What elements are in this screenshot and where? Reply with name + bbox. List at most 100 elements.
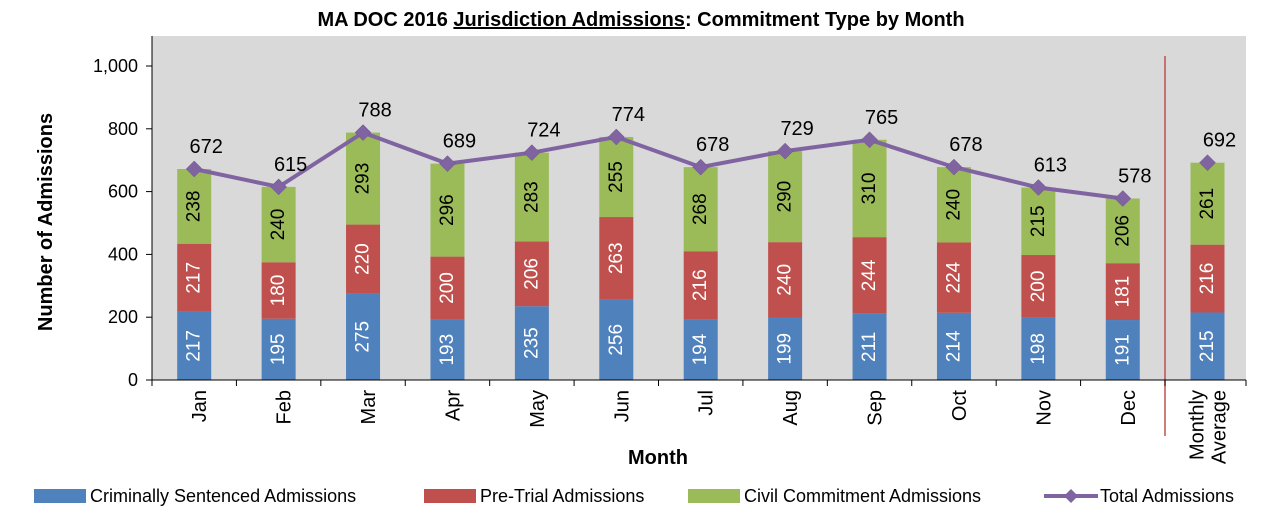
total-label: 774 (612, 104, 645, 126)
x-tick-label-average: Average (1209, 390, 1231, 464)
y-tick-label: 0 (128, 370, 138, 390)
bar-dec-series-3 (1105, 198, 1140, 264)
chart-title-underlined: Jurisdiction Admissions (453, 9, 685, 31)
bar-sep-series-2 (852, 237, 887, 314)
data-label: 216 (1197, 263, 1218, 295)
x-tick-label: Jun (611, 390, 633, 422)
chart-title-suffix: : Commitment Type by Month (685, 9, 965, 31)
data-label: 290 (775, 181, 796, 213)
total-label: 788 (358, 100, 391, 122)
legend-swatch (424, 489, 476, 503)
bar-jan-series-2 (177, 243, 212, 312)
bar-jan-series-3 (177, 168, 212, 244)
legend-label: Criminally Sentenced Admissions (90, 486, 356, 506)
bar-may-series-3 (514, 152, 549, 242)
x-tick-label-average: Monthly (1187, 390, 1209, 460)
data-label: 244 (859, 259, 880, 291)
x-tick-label: Jan (189, 390, 211, 422)
data-label: 283 (521, 181, 542, 213)
total-label: 689 (443, 131, 476, 153)
x-axis: Jan Feb Mar Apr May Jun Jul Aug Sep Oct Nov Dec Mont… (151, 379, 1247, 464)
data-label: 199 (775, 333, 796, 365)
bar-oct-series-1 (936, 312, 971, 380)
total-marker (1199, 154, 1216, 172)
y-axis-title: Number of Admissions (35, 113, 57, 331)
bar-jul-series-3 (683, 167, 718, 252)
bar-jun-series-3 (599, 136, 634, 218)
total-marker (354, 124, 372, 141)
data-label: 238 (184, 191, 205, 223)
data-label: 268 (690, 193, 711, 225)
data-label: 275 (353, 321, 374, 353)
data-label: 293 (353, 163, 374, 195)
total-marker (607, 128, 625, 146)
bar-average-series-2 (1190, 244, 1225, 313)
bar-aug-series-3 (768, 151, 803, 243)
y-axis: 0 200 400 600 800 1,000 (93, 36, 153, 390)
data-label: 181 (1112, 276, 1133, 308)
bar-aug-series-2 (768, 242, 803, 318)
bar-apr-series-3 (430, 163, 465, 257)
total-marker (185, 160, 203, 178)
legend-swatch (34, 489, 86, 503)
total-label: 729 (780, 118, 813, 140)
bar-apr-series-2 (430, 256, 465, 320)
data-label: 217 (184, 330, 205, 362)
total-marker (439, 155, 456, 173)
x-tick-label: Dec (1118, 390, 1140, 426)
bar-may-series-1 (514, 306, 549, 380)
bar-oct-series-2 (936, 242, 971, 313)
data-label: 214 (943, 330, 964, 362)
bar-jul-series-1 (683, 319, 718, 380)
total-marker (776, 142, 794, 160)
data-label: 211 (859, 332, 880, 362)
data-label: 200 (1028, 271, 1049, 303)
total-label: 578 (1118, 166, 1151, 188)
bar-jun-series-1 (599, 299, 634, 380)
data-label: 235 (521, 327, 542, 359)
total-label: 765 (865, 107, 898, 129)
bar-sep-series-3 (852, 139, 887, 238)
data-label: 255 (606, 161, 627, 193)
total-label: 678 (696, 134, 729, 156)
total-marker (1030, 179, 1047, 196)
total-marker (270, 178, 287, 196)
data-label: 217 (184, 262, 205, 294)
legend-line-marker (1064, 489, 1078, 503)
total-line (193, 130, 1124, 201)
data-label: 216 (690, 269, 711, 301)
x-tick-label: Apr (442, 390, 464, 421)
data-label: 224 (943, 261, 964, 293)
x-tick-label: Oct (949, 390, 971, 422)
bars: 217 217 238 195 180 240 275 220 293 193 200 296 235 2… (177, 56, 1225, 436)
data-label: 261 (1197, 188, 1218, 220)
data-label: 256 (606, 324, 627, 356)
bar-apr-series-1 (430, 319, 465, 380)
x-axis-title: Month (628, 447, 688, 469)
y-tick-label: 200 (108, 307, 138, 327)
bar-dec-series-1 (1105, 320, 1140, 380)
legend: Criminally Sentenced Admissions Pre-Trial… (34, 486, 1234, 506)
total-marker (861, 131, 878, 149)
legend-label: Civil Commitment Admissions (744, 486, 981, 506)
x-tick-label: Aug (780, 390, 802, 426)
bar-may-series-2 (514, 241, 549, 307)
data-label: 194 (690, 333, 711, 365)
y-tick-label: 400 (108, 244, 138, 264)
data-label: 240 (943, 189, 964, 221)
bar-dec-series-2 (1105, 263, 1140, 321)
total-marker (1114, 190, 1132, 207)
bar-mar-series-2 (346, 224, 381, 294)
data-label: 220 (353, 243, 374, 275)
bar-feb-series-2 (261, 262, 296, 319)
data-label: 180 (268, 275, 289, 307)
total-label: 678 (949, 134, 982, 156)
x-tick-label: Nov (1033, 390, 1055, 426)
total-label: 615 (274, 154, 307, 176)
bar-jun-series-2 (599, 217, 634, 300)
data-label: 195 (268, 334, 289, 366)
chart-title: MA DOC 2016 Jurisdiction Admissions: Com… (317, 9, 964, 31)
x-tick-label: Jul (696, 390, 718, 416)
total-marker (692, 158, 710, 176)
bar-nov-series-1 (1021, 317, 1056, 380)
